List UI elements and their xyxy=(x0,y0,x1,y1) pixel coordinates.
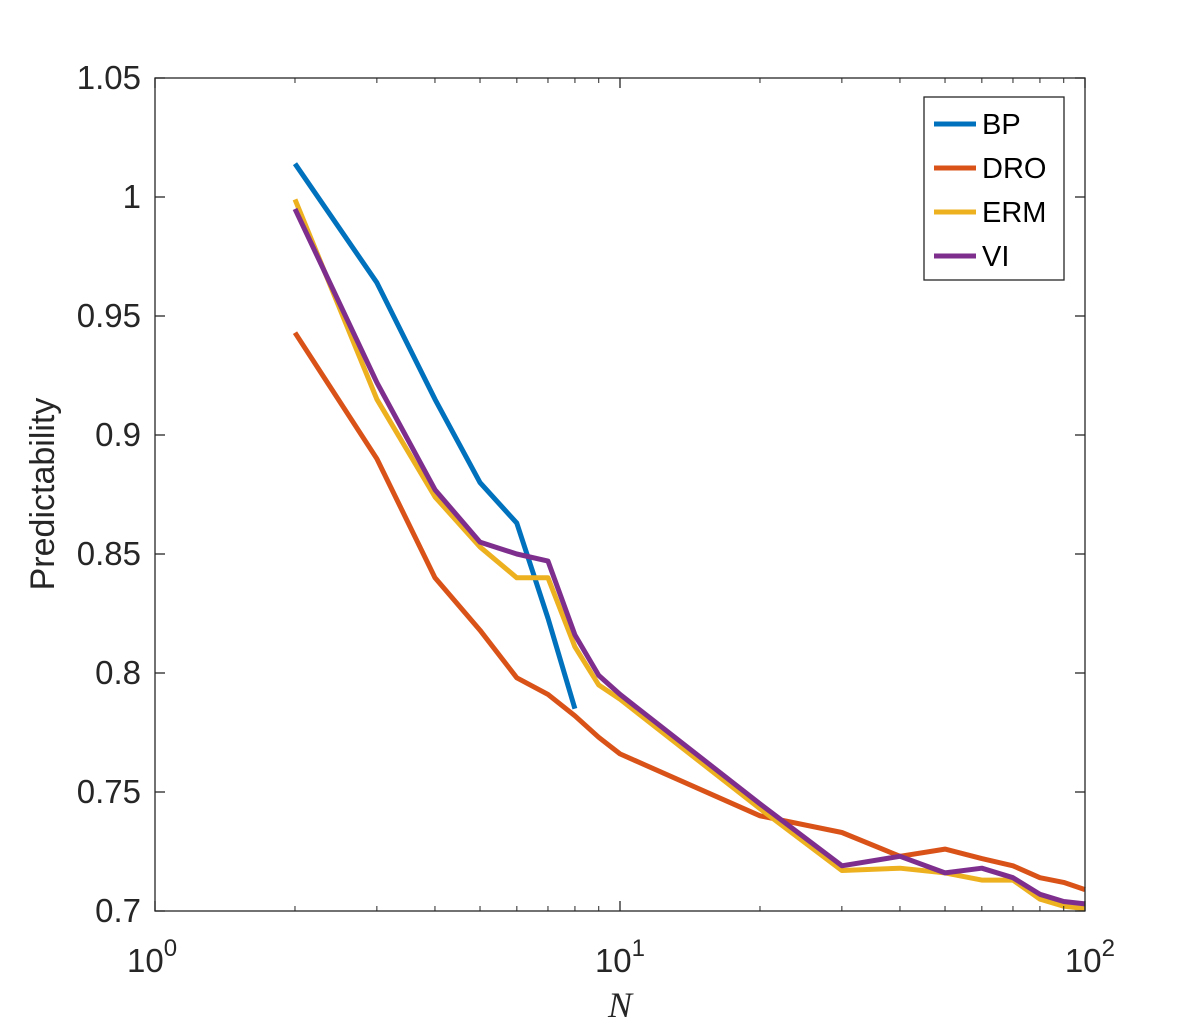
x-tick-label: 100 xyxy=(127,935,177,979)
legend-label-vi: VI xyxy=(982,241,1009,273)
legend-label-erm: ERM xyxy=(982,197,1046,229)
y-tick-label: 0.95 xyxy=(77,297,141,334)
series-line-vi xyxy=(292,207,1086,907)
series-line-dro xyxy=(292,331,1086,892)
y-axis-label: Predictability xyxy=(24,398,62,591)
y-tick-label: 0.85 xyxy=(77,535,141,572)
legend-label-bp: BP xyxy=(982,109,1021,141)
x-axis-label: N xyxy=(607,985,634,1025)
legend: BP DRO ERM VI xyxy=(923,96,1065,281)
tick-labels-layer: 0.7 0.75 0.8 0.85 0.9 0.95 1 1.05 100 101 102 xyxy=(77,59,1115,979)
series-layer xyxy=(292,162,1086,912)
y-tick-label: 0.8 xyxy=(95,654,141,691)
series-line-bp xyxy=(292,162,578,710)
legend-label-dro: DRO xyxy=(982,153,1046,185)
x-tick-label: 101 xyxy=(595,935,645,979)
y-tick-label: 0.75 xyxy=(77,773,141,810)
y-tick-label: 1.05 xyxy=(77,59,141,96)
y-tick-label: 0.7 xyxy=(95,892,141,929)
x-tick-label: 102 xyxy=(1065,935,1115,979)
y-tick-label: 1 xyxy=(123,178,141,215)
legend-box xyxy=(923,96,1065,281)
ticks-layer xyxy=(154,77,1086,912)
y-tick-label: 0.9 xyxy=(95,416,141,453)
